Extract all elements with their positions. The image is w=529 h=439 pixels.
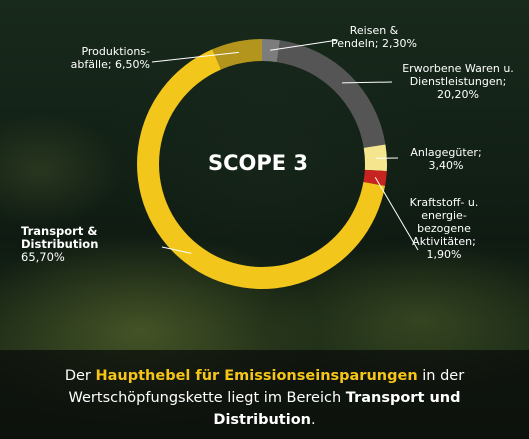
chart-center-label: SCOPE 3 [208,151,308,175]
caption-part1: Der [64,368,96,384]
donut-slice [363,144,387,172]
slice-label: Anlagegüter; 3,40% [410,146,481,172]
caption-part3: . [310,412,316,428]
leader-line [342,81,393,84]
caption-part2: in der Wertschöpfungskette liegt im Bere… [68,368,465,406]
leader-line [161,246,192,254]
leader-line [374,176,419,251]
donut-slice [276,40,386,148]
slice-label: Reisen & Pendeln; 2,30% [331,24,417,50]
slice-label: Erworbene Waren u. Dienstleistungen; 20,20… [402,62,514,101]
caption-text: Der Haupthebel für Emissionseinsparungen… [20,365,509,431]
caption-bold: Transport und Distribution [213,390,461,428]
caption-highlight: Haupthebel für Emissionseinsparungen [95,368,418,384]
slice-label: Transport & Distribution 65,70% [21,224,98,264]
donut-slice [212,39,262,70]
leader-line [151,51,239,63]
leader-line [270,39,339,51]
caption-banner [0,350,529,439]
slice-label: Kraftstoff- u. energie-bezogene Aktivitäte… [410,196,479,261]
slice-label: Produktions-abfälle; 6,50% [71,45,150,71]
scope3-donut-chart: Reisen & Pendeln; 2,30% Erworbene Waren u.… [21,24,514,289]
